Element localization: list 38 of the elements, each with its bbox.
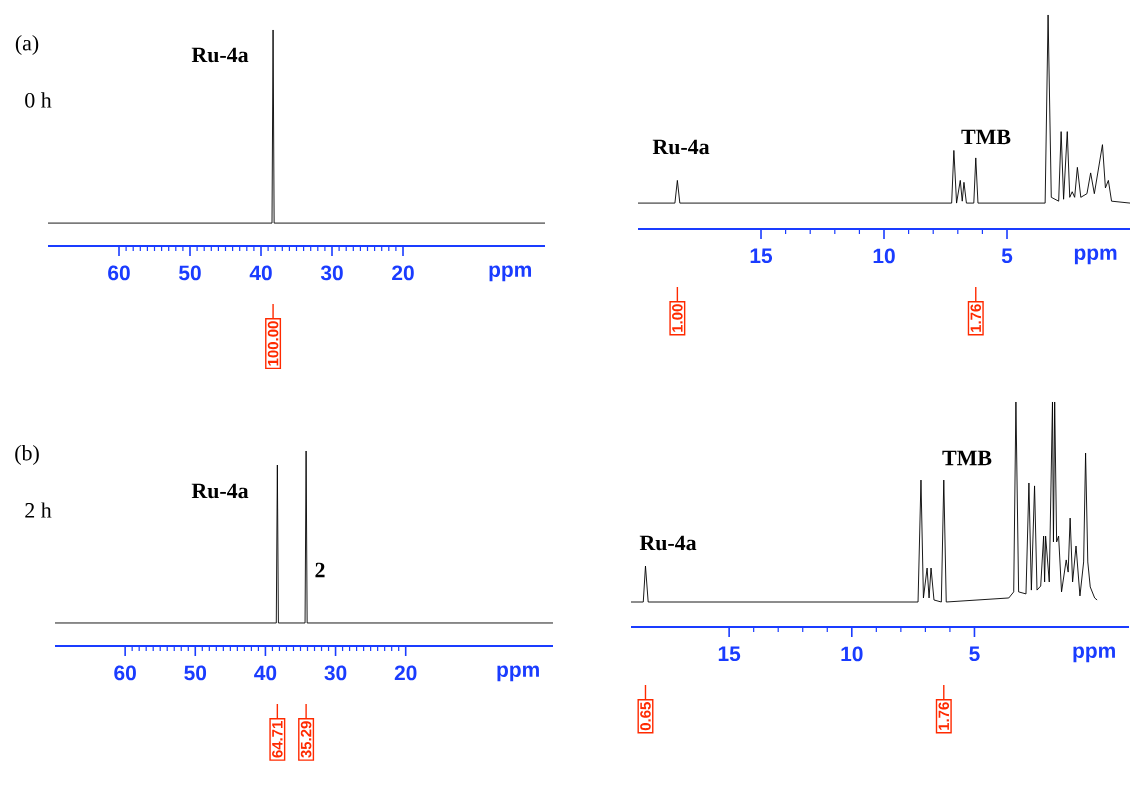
annotation: Ru-4a: [191, 47, 249, 63]
annotation: 1.00: [672, 304, 683, 332]
x-tick-label: 15: [718, 646, 741, 662]
annotation: 64.71: [272, 721, 283, 758]
x-axis-title: ppm: [1073, 646, 1115, 663]
x-axis-title: ppm: [489, 265, 532, 282]
annotation: 100.00: [267, 321, 279, 366]
text: 2 h: [25, 502, 52, 518]
x-tick-label: 15: [750, 248, 773, 264]
x-tick-label: 10: [841, 646, 863, 662]
x-axis-title: ppm: [497, 665, 539, 682]
x-tick-label: 50: [184, 665, 207, 681]
x-tick-label: 20: [394, 665, 417, 681]
x-tick-label: 60: [108, 265, 130, 281]
annotation: TMB: [942, 450, 992, 466]
x-tick-label: 40: [254, 665, 277, 681]
annotation: 2: [315, 562, 325, 578]
x-tick-label: 20: [392, 265, 414, 281]
text: (b): [15, 445, 39, 465]
annotation: Ru-4a: [639, 535, 697, 551]
text: (a): [15, 35, 39, 55]
x-tick-label: 50: [179, 265, 201, 281]
x-tick-label: 5: [969, 646, 980, 662]
x-tick-label: 10: [873, 248, 895, 264]
x-axis-title: ppm: [1074, 248, 1117, 265]
annotation: 0 h: [25, 92, 52, 108]
x-tick-label: 30: [320, 265, 343, 281]
annotation: 1.76: [970, 304, 982, 332]
annotation: Ru-4a: [191, 483, 249, 499]
x-tick-label: 5: [1001, 248, 1013, 264]
annotation: Ru-4a: [652, 139, 710, 155]
annotation: TMB: [961, 129, 1011, 145]
annotation: 1.76: [938, 702, 950, 730]
annotation: 35.29: [300, 721, 312, 758]
x-tick-label: 30: [324, 665, 347, 681]
annotation: 0.65: [640, 702, 651, 731]
x-tick-label: 40: [249, 265, 272, 281]
x-tick-label: 60: [114, 665, 136, 681]
